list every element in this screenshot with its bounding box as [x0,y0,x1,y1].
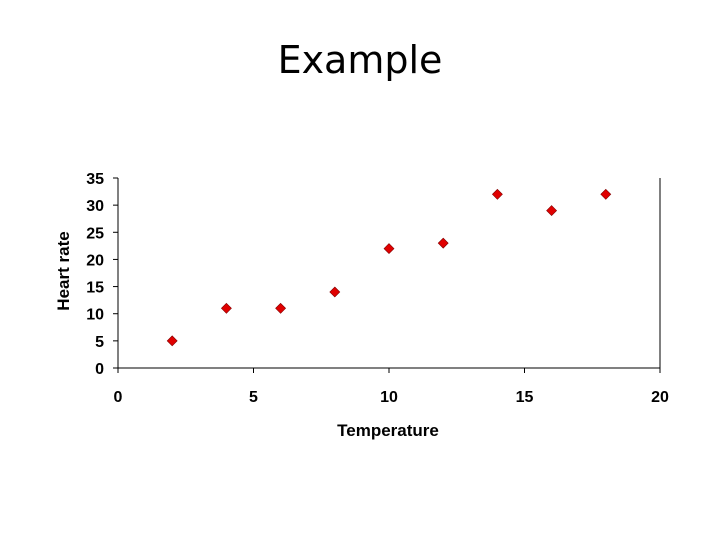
y-tick-label: 5 [95,334,104,351]
y-axis-title: Heart rate [54,231,73,310]
data-point [600,188,612,200]
data-point [383,243,395,254]
y-tick-label: 30 [86,198,104,215]
data-point [275,302,287,314]
x-tick-label: 10 [380,389,398,406]
data-point [491,188,503,200]
y-tick-label: 20 [86,252,104,269]
y-tick-label: 0 [95,361,104,378]
x-axis-title: Temperature [337,421,439,440]
data-point [166,335,178,347]
x-tick-label: 15 [516,389,534,406]
x-axis: 0 5 10 15 20 [114,178,669,406]
y-tick-label: 15 [86,280,104,297]
data-point [329,286,341,298]
data-points [166,188,612,347]
x-tick-label: 0 [114,389,123,406]
data-point [546,205,558,216]
x-tick-label: 5 [249,389,258,406]
slide-title: Example [277,38,443,82]
y-tick-label: 35 [86,171,104,188]
y-tick-label: 25 [86,225,104,242]
y-tick-label: 10 [86,307,104,324]
data-point [220,302,232,314]
x-tick-label: 20 [651,389,669,406]
data-point [437,237,449,249]
y-axis: 0 5 10 15 20 25 30 35 [86,171,119,378]
